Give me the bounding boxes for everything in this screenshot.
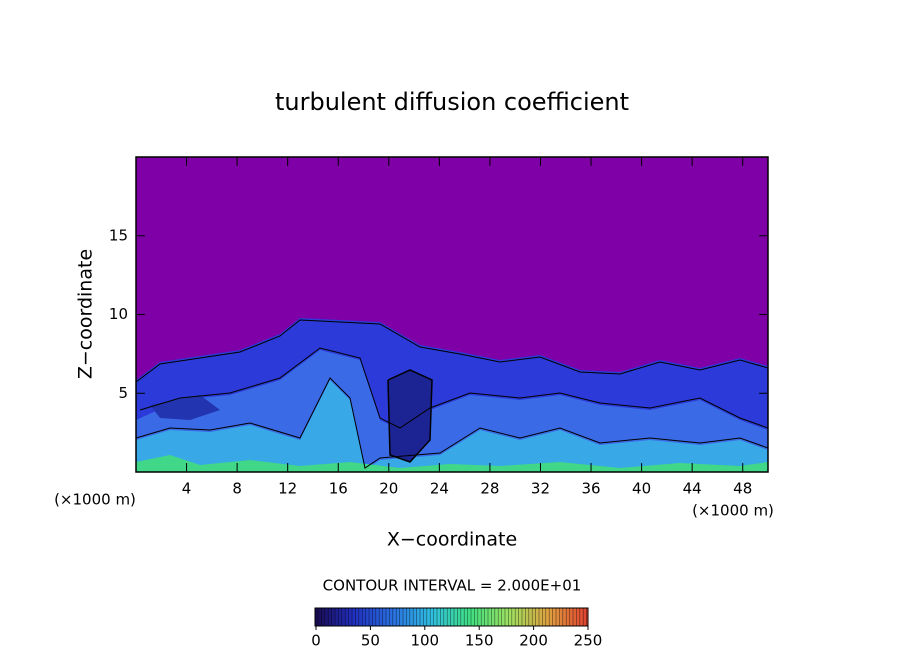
y-tick-label: 10 (109, 305, 128, 323)
x-tick-label: 4 (182, 480, 192, 498)
field-region (388, 370, 432, 462)
x-tick-label: 24 (430, 480, 449, 498)
contour-interval: CONTOUR INTERVAL = 2.000E+01 (323, 577, 582, 595)
field-region (136, 380, 768, 472)
x-tick-label: 44 (683, 480, 702, 498)
x-tick-label: 12 (278, 480, 297, 498)
colorbar-tick-label: 200 (519, 632, 548, 650)
x-tick-label: 20 (379, 480, 398, 498)
colorbar-axis: 0 50 100 150 200 250 (311, 608, 602, 650)
y-tick-label: 5 (118, 384, 128, 402)
field-region (150, 395, 220, 420)
y-tick-label: 15 (109, 226, 128, 244)
x-tick-label: 32 (531, 480, 550, 498)
y-axis-label: Z−coordinate (75, 249, 97, 379)
contour-line (136, 377, 768, 469)
chart-title: turbulent diffusion coefficient (275, 88, 629, 116)
x-unit-label: (×1000 m) (692, 502, 774, 520)
colorbar-tick-label: 150 (465, 632, 494, 650)
colorbar-tick-label: 0 (311, 632, 321, 650)
x-tick-label: 8 (232, 480, 242, 498)
colorbar (314, 607, 589, 627)
contour-line (136, 319, 768, 383)
x-tick-label: 16 (329, 480, 348, 498)
contour-line (139, 347, 768, 429)
colorbar-tick-label: 250 (574, 632, 603, 650)
x-tick-label: 40 (632, 480, 651, 498)
x-tick-label: 36 (581, 480, 600, 498)
field (136, 318, 768, 472)
x-axis-label: X−coordinate (387, 529, 517, 551)
field-region (136, 455, 768, 472)
x-tick-label: 48 (733, 480, 752, 498)
colorbar-tick-label: 50 (361, 632, 380, 650)
x-tick-label: 28 (480, 480, 499, 498)
colorbar-tick-label: 100 (410, 632, 439, 650)
x-unit-label: (×1000 m) (54, 491, 136, 509)
contour-line (387, 369, 433, 463)
